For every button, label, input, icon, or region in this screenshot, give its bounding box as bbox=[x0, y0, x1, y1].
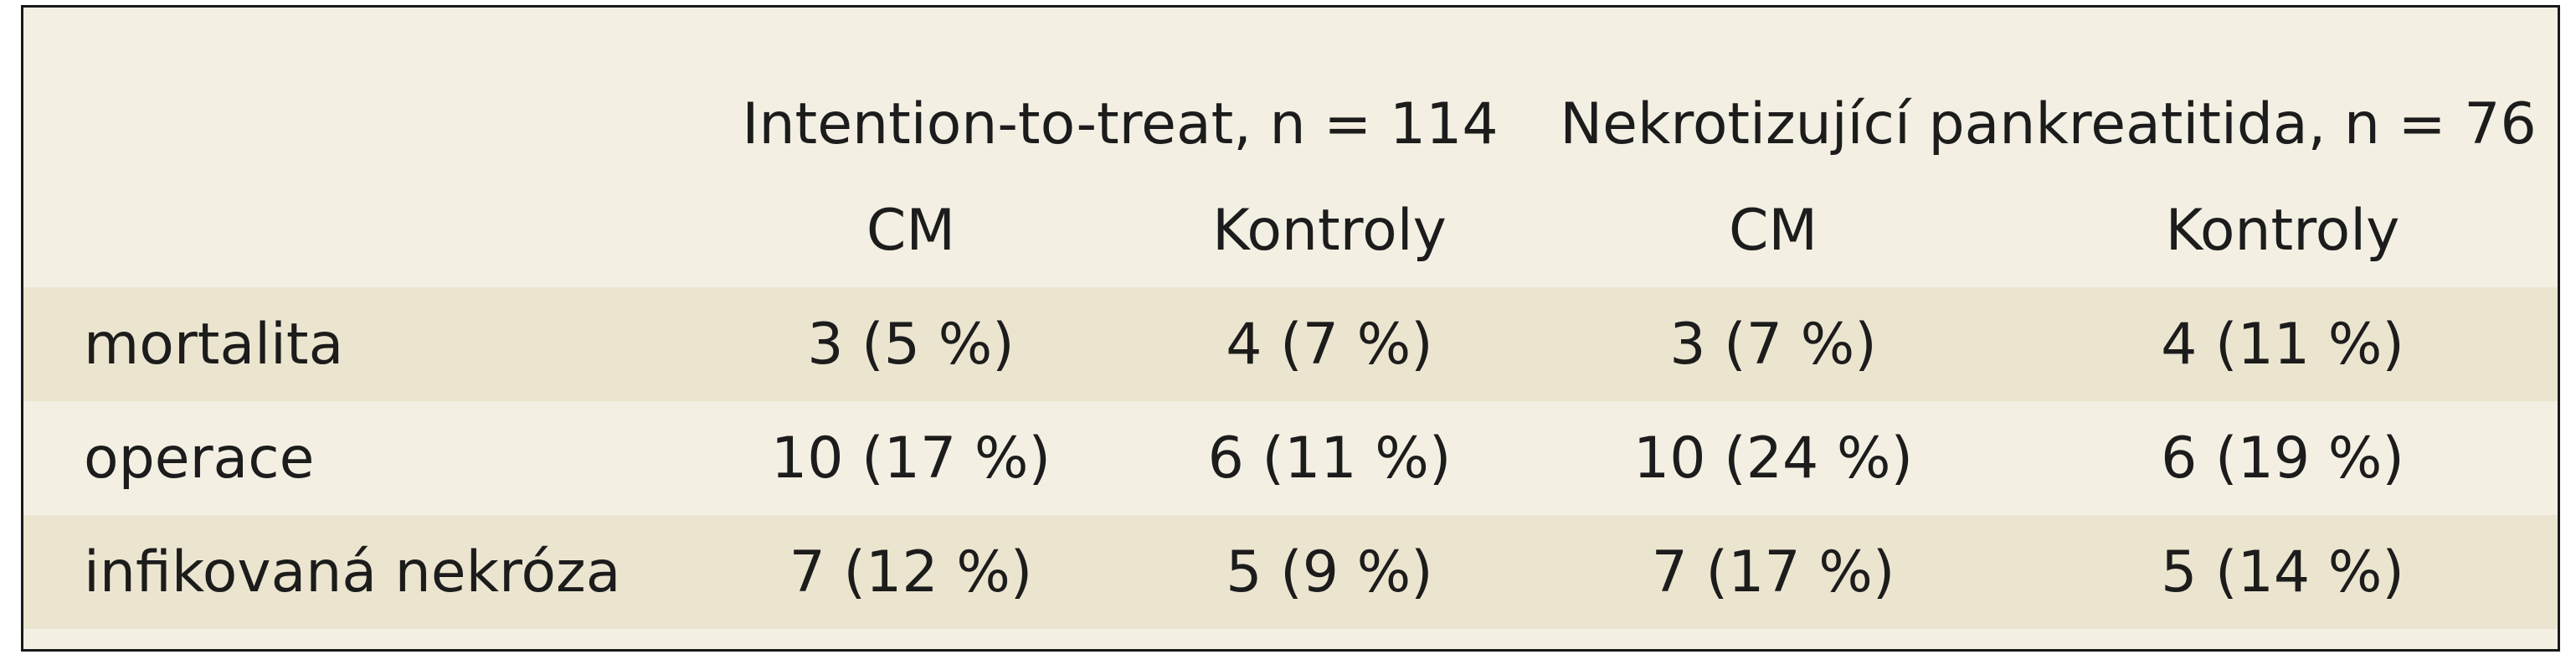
table-cell: 3 (7 %) bbox=[1539, 287, 2008, 401]
group-header-itt: Intention-to-treat, n = 114 bbox=[742, 90, 1499, 157]
results-table-frame: Intention-to-treat, n = 114 Nekrotizujíc… bbox=[21, 5, 2560, 652]
subheader-nec-cm: CM bbox=[1728, 197, 1818, 264]
row-label: infikovaná nekróza bbox=[23, 515, 702, 629]
table-cell: 10 (24 %) bbox=[1633, 425, 1913, 492]
row-label: operace bbox=[84, 425, 315, 492]
table-cell: 7 (12 %) bbox=[702, 515, 1120, 629]
table-row-infected-necrosis: infikovaná nekróza 7 (12 %) 5 (9 %) 7 (1… bbox=[23, 515, 2558, 629]
subheader-nec-controls: Kontroly bbox=[2165, 197, 2400, 264]
table-cell: 3 (5 %) bbox=[702, 287, 1120, 401]
table-row-mortality: mortalita 3 (5 %) 4 (7 %) 3 (7 %) 4 (11 … bbox=[23, 287, 2558, 401]
subheader-itt-controls: Kontroly bbox=[1212, 197, 1447, 264]
results-table: Intention-to-treat, n = 114 Nekrotizujíc… bbox=[23, 75, 2558, 629]
table-cell: 5 (14 %) bbox=[2008, 515, 2558, 629]
subheader-itt-cm: CM bbox=[866, 197, 956, 264]
group-header-row: Intention-to-treat, n = 114 Nekrotizujíc… bbox=[23, 75, 2558, 173]
table-cell: 7 (17 %) bbox=[1539, 515, 2008, 629]
table-cell: 6 (19 %) bbox=[2161, 425, 2404, 492]
row-label: mortalita bbox=[23, 287, 702, 401]
table-row-surgery: operace 10 (17 %) 6 (11 %) 10 (24 %) 6 (… bbox=[23, 401, 2558, 515]
table-cell: 5 (9 %) bbox=[1120, 515, 1540, 629]
table-cell: 4 (7 %) bbox=[1120, 287, 1540, 401]
table-cell: 10 (17 %) bbox=[771, 425, 1051, 492]
stub-header bbox=[23, 75, 702, 173]
subheader-row: CM Kontroly CM Kontroly bbox=[23, 173, 2558, 287]
stub-subheader bbox=[23, 173, 702, 287]
table-cell: 4 (11 %) bbox=[2008, 287, 2558, 401]
group-header-necrotizing: Nekrotizující pankreatitida, n = 76 bbox=[1560, 90, 2537, 157]
table-cell: 6 (11 %) bbox=[1207, 425, 1452, 492]
